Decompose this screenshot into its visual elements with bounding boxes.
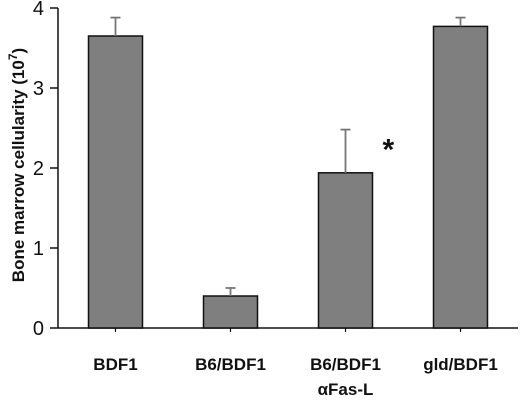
bar [202, 295, 259, 329]
y-tick-label: 3 [33, 78, 44, 100]
significance-annotation: * [383, 134, 395, 167]
category-label: BDF1 [93, 355, 137, 374]
bar [317, 172, 374, 329]
y-tick-label: 0 [33, 318, 44, 340]
y-tick-label: 4 [33, 0, 44, 20]
category-label: gld/BDF1 [423, 355, 498, 374]
bars: * [87, 16, 489, 329]
category-label-line2: αFas-L [318, 380, 374, 399]
bar [432, 25, 489, 329]
bar [87, 35, 144, 329]
y-axis: 0 1 2 3 4 [33, 0, 59, 340]
category-labels: BDF1 B6/BDF1 B6/BDF1 αFas-L gld/BDF1 [93, 355, 498, 399]
y-tick-label: 2 [33, 158, 44, 180]
category-label: B6/BDF1 [195, 355, 266, 374]
category-label: B6/BDF1 [310, 355, 381, 374]
y-axis-title: Bone marrow cellularity (107) [6, 48, 28, 282]
y-tick-label: 1 [33, 238, 44, 260]
